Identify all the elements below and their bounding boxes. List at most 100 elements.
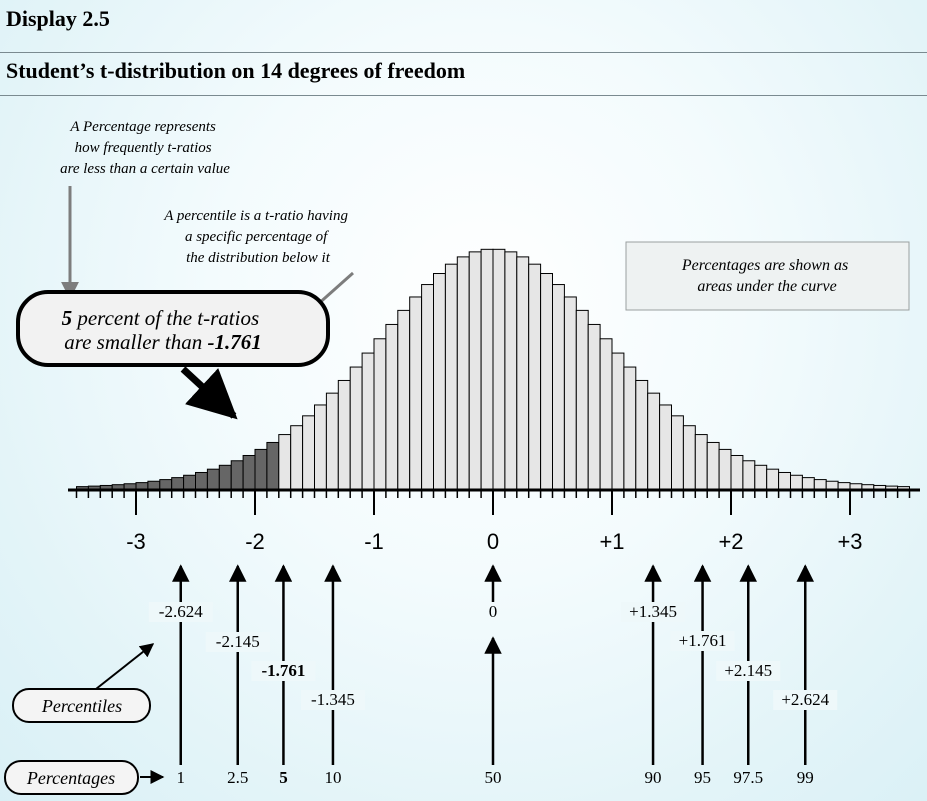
histogram-bar bbox=[266, 441, 280, 490]
histogram-bar bbox=[421, 284, 435, 490]
histogram-bar bbox=[361, 352, 375, 490]
histogram-bar bbox=[195, 471, 208, 490]
percentile-label: 0 bbox=[489, 602, 498, 621]
percentiles-arrow bbox=[95, 643, 155, 690]
percentile-label-bg bbox=[148, 602, 213, 622]
percentage-label: 97.5 bbox=[733, 768, 763, 787]
percentage-label: 99 bbox=[797, 768, 814, 787]
histogram-bar bbox=[718, 448, 732, 490]
histogram-bar bbox=[849, 483, 863, 490]
percentile-label-bg bbox=[621, 602, 686, 622]
histogram-bar bbox=[504, 251, 518, 490]
histogram-bar bbox=[171, 477, 185, 490]
histogram-bar bbox=[373, 338, 387, 490]
histogram-bar bbox=[147, 480, 161, 490]
histogram-bar bbox=[552, 284, 565, 490]
callout-text: 5 percent of the t-ratios are smaller th… bbox=[62, 306, 265, 354]
callout-arrow bbox=[180, 366, 238, 420]
histogram-bar bbox=[433, 273, 446, 490]
percentages-pill bbox=[4, 760, 139, 795]
callout-line-2: are smaller than bbox=[64, 330, 207, 354]
percentage-label: 95 bbox=[694, 768, 711, 787]
percentile-label: +2.624 bbox=[781, 690, 829, 709]
percentile-label: +2.145 bbox=[724, 661, 772, 680]
histogram-bar bbox=[611, 352, 625, 490]
header-divider-top bbox=[0, 52, 927, 53]
histogram-bar bbox=[278, 434, 292, 490]
histogram-bar bbox=[635, 379, 649, 490]
histogram-bar bbox=[825, 480, 839, 490]
histogram-bar bbox=[587, 323, 601, 490]
histogram-bar bbox=[123, 483, 137, 490]
histogram-bar bbox=[397, 309, 411, 490]
histogram-bar bbox=[468, 251, 482, 490]
histogram-bar bbox=[540, 273, 553, 490]
histogram-bar bbox=[111, 484, 125, 490]
percentage-label: 1 bbox=[176, 768, 185, 787]
x-tick-label: -1 bbox=[364, 529, 384, 554]
x-tick-label: 0 bbox=[487, 529, 499, 554]
histogram-bar bbox=[349, 366, 363, 490]
histogram-bar bbox=[99, 484, 113, 490]
histogram-bar bbox=[861, 484, 875, 490]
histogram-bar bbox=[694, 434, 708, 490]
histogram-bar bbox=[480, 248, 494, 490]
percentile-label: -1.345 bbox=[311, 690, 355, 709]
histogram-bar bbox=[337, 379, 351, 490]
percentile-label-bg bbox=[205, 632, 270, 652]
histogram-bar bbox=[742, 460, 756, 490]
percentage-note-line-1: A Percentage represents bbox=[69, 119, 216, 135]
percentile-label: +1.345 bbox=[629, 602, 677, 621]
percentile-note-line-3: the distribution below it bbox=[186, 250, 331, 266]
histogram-bar bbox=[813, 479, 827, 490]
percentile-note: A percentile is a t-ratio having a speci… bbox=[163, 208, 351, 266]
histogram-bar bbox=[754, 464, 768, 490]
histogram-bar bbox=[575, 309, 589, 490]
percentile-label: -1.761 bbox=[261, 661, 305, 680]
histogram-bar bbox=[290, 425, 304, 490]
histogram-bar bbox=[325, 392, 339, 490]
percentile-label-bg bbox=[251, 661, 316, 681]
chart-title: Student’s t-distribution on 14 degrees o… bbox=[6, 58, 466, 83]
histogram-bar bbox=[385, 323, 399, 490]
histogram-bar bbox=[706, 441, 720, 490]
header-divider-bottom bbox=[0, 95, 927, 96]
histogram-bar bbox=[837, 482, 851, 490]
percentage-label: 10 bbox=[324, 768, 341, 787]
callout-bubble bbox=[16, 290, 330, 367]
histogram-bar bbox=[671, 415, 684, 490]
histogram-bar bbox=[599, 338, 613, 490]
histogram-bar bbox=[778, 471, 791, 490]
histogram-bar bbox=[183, 474, 197, 490]
percentage-label: 5 bbox=[279, 768, 288, 787]
percentage-note: A Percentage represents how frequently t… bbox=[60, 119, 230, 177]
percentile-note-line-1: A percentile is a t-ratio having bbox=[163, 208, 348, 224]
histogram-bar bbox=[647, 392, 661, 490]
percentile-label: -2.145 bbox=[216, 632, 260, 651]
histogram-bar bbox=[409, 296, 423, 490]
areas-note-line-1: Percentages are shown as bbox=[681, 257, 848, 274]
histogram-bar bbox=[516, 256, 530, 490]
percentage-note-line-2: how frequently t-ratios bbox=[75, 140, 212, 156]
x-tick-label: +2 bbox=[718, 529, 743, 554]
percentage-note-line-3: are less than a certain value bbox=[60, 161, 230, 177]
histogram-bar bbox=[444, 263, 458, 490]
percentile-label-bg bbox=[773, 690, 838, 710]
x-tick-label: +3 bbox=[837, 529, 862, 554]
histogram-bar bbox=[242, 454, 256, 490]
histogram-bar bbox=[873, 484, 887, 490]
percentage-label: 90 bbox=[645, 768, 662, 787]
percentage-label: 2.5 bbox=[227, 768, 248, 787]
callout-value: -1.761 bbox=[208, 330, 262, 354]
x-tick-label: -2 bbox=[245, 529, 265, 554]
histogram-bar bbox=[659, 404, 672, 490]
histogram-bar bbox=[206, 468, 220, 490]
histogram-bar bbox=[623, 366, 637, 490]
histogram-bar bbox=[218, 464, 232, 490]
histogram-bar bbox=[135, 482, 149, 490]
callout-line-1: percent of the t-ratios bbox=[72, 306, 259, 330]
histogram-bar bbox=[302, 415, 316, 490]
histogram-bar bbox=[563, 296, 577, 490]
percentile-label-bg bbox=[300, 690, 365, 710]
percentile-label: +1.761 bbox=[679, 631, 727, 650]
